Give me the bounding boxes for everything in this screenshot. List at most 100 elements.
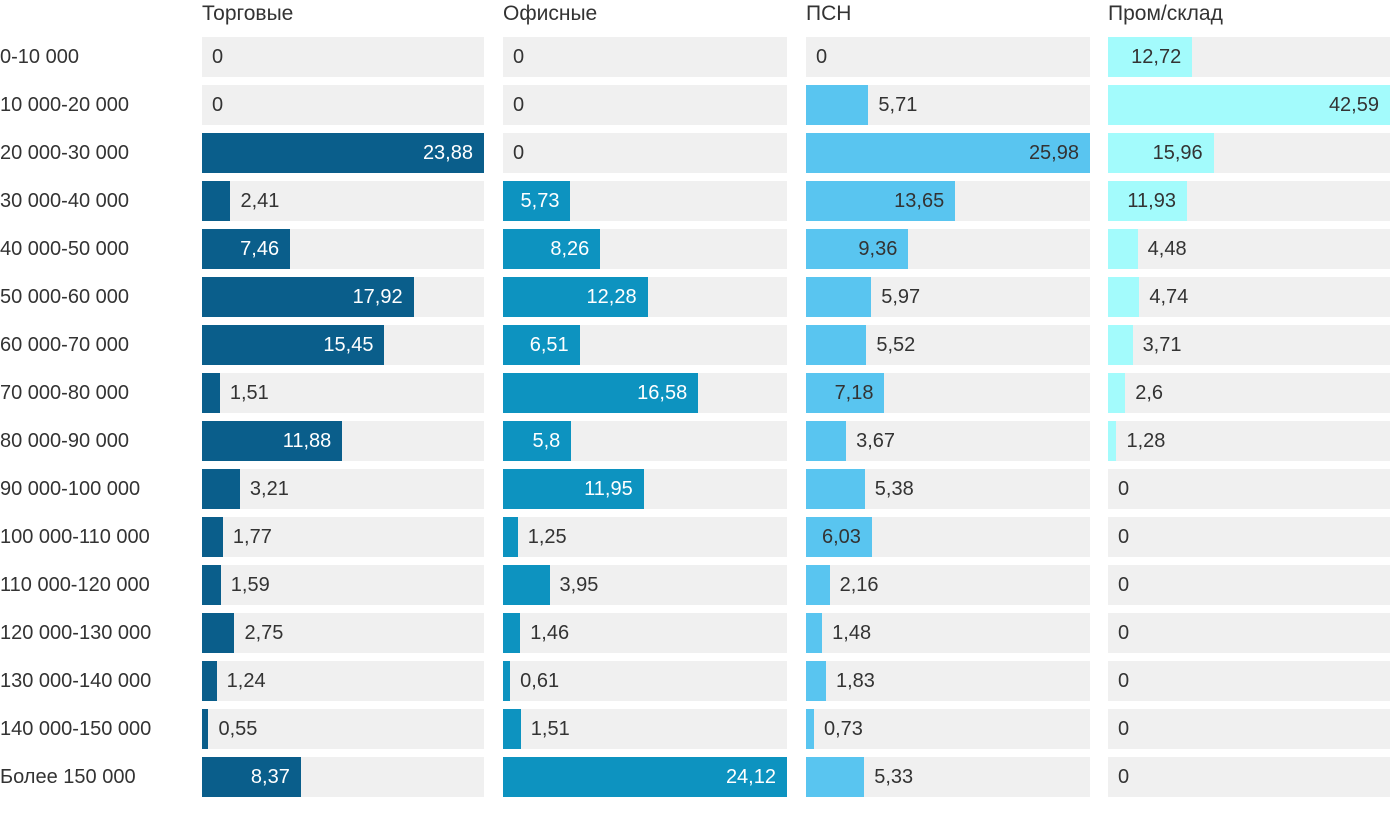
bar[interactable] (806, 517, 872, 557)
bar[interactable] (202, 709, 209, 749)
bar[interactable] (202, 613, 235, 653)
bar-value-label: 4,48 (1147, 238, 1187, 260)
bar-value-label: 24,12 (725, 766, 776, 788)
bar[interactable] (202, 133, 484, 173)
bar[interactable] (806, 661, 826, 701)
chart-row: 100 000-110 000 1,77 1,25 6,03 0 (0, 517, 1400, 557)
chart-row: 70 000-80 000 1,51 16,58 7,18 2,6 (0, 373, 1400, 413)
bar-track: 12,72 (1108, 37, 1390, 77)
column-header-2: Офисные (503, 2, 598, 25)
bar-value-label: 0 (1118, 574, 1130, 596)
bar-value-label: 5,38 (874, 478, 914, 500)
bar-track: 7,18 (806, 373, 1090, 413)
bar-value-label: 2,41 (240, 190, 280, 212)
bar[interactable] (503, 181, 571, 221)
bar-value-label: 8,37 (250, 766, 290, 788)
bar[interactable] (503, 757, 787, 797)
bar-track: 0 (1108, 517, 1390, 557)
bar-value-label: 5,71 (878, 94, 918, 116)
bar[interactable] (806, 181, 956, 221)
bar-track: 1,51 (503, 709, 787, 749)
bar-value-label: 15,96 (1152, 142, 1203, 164)
bar-value-label: 12,28 (586, 286, 637, 308)
bar[interactable] (503, 565, 550, 605)
bar-track: 0 (1108, 565, 1390, 605)
bar[interactable] (1108, 37, 1193, 77)
bar[interactable] (1108, 181, 1187, 221)
bar-track: 1,24 (202, 661, 484, 701)
bar[interactable] (806, 757, 865, 797)
bar[interactable] (202, 469, 240, 509)
column-header-4: Пром/склад (1108, 2, 1223, 25)
bar-track: 3,95 (503, 565, 787, 605)
bar[interactable] (806, 85, 869, 125)
bar[interactable] (503, 277, 648, 317)
bar-track: 11,95 (503, 469, 787, 509)
bar[interactable] (806, 613, 823, 653)
bar[interactable] (503, 661, 511, 701)
bar[interactable] (1108, 421, 1117, 461)
bar[interactable] (503, 517, 518, 557)
row-label: 80 000-90 000 (0, 430, 130, 452)
bar-value-label: 3,71 (1142, 334, 1182, 356)
bar[interactable] (806, 709, 814, 749)
bar[interactable] (503, 373, 699, 413)
bar[interactable] (202, 277, 414, 317)
bar[interactable] (806, 373, 885, 413)
bar[interactable] (1108, 325, 1133, 365)
row-label: 0-10 000 (0, 46, 79, 68)
bar[interactable] (806, 325, 867, 365)
bar-track: 1,83 (806, 661, 1090, 701)
bar[interactable] (503, 229, 601, 269)
bar[interactable] (1108, 229, 1138, 269)
bar[interactable] (806, 229, 909, 269)
row-label: 100 000-110 000 (0, 526, 150, 548)
bar-track: 15,96 (1108, 133, 1390, 173)
bar-track: 4,48 (1108, 229, 1390, 269)
bar[interactable] (503, 709, 521, 749)
bar[interactable] (202, 229, 291, 269)
bar[interactable] (202, 181, 231, 221)
bar[interactable] (202, 421, 343, 461)
bar[interactable] (1108, 277, 1140, 317)
bar[interactable] (806, 469, 865, 509)
row-label: 110 000-120 000 (0, 574, 150, 596)
bar[interactable] (202, 565, 221, 605)
bar[interactable] (806, 133, 1090, 173)
bar[interactable] (1108, 85, 1390, 125)
bar[interactable] (1108, 133, 1214, 173)
row-label: 90 000-100 000 (0, 478, 141, 500)
bar[interactable] (806, 565, 830, 605)
bar-value-label: 0 (212, 94, 224, 116)
bar-track: 42,59 (1108, 85, 1390, 125)
bar[interactable] (503, 613, 521, 653)
bar-value-label: 23,88 (422, 142, 473, 164)
bar[interactable] (503, 421, 572, 461)
bar-track: 8,37 (202, 757, 484, 797)
bar-value-label: 0 (1118, 766, 1130, 788)
bar-value-label: 5,97 (881, 286, 921, 308)
chart-row: 50 000-60 000 17,92 12,28 5,97 4,74 (0, 277, 1400, 317)
bar[interactable] (1108, 373, 1126, 413)
bar[interactable] (806, 277, 872, 317)
bar-track: 0 (806, 37, 1090, 77)
chart-row: 120 000-130 000 2,75 1,46 1,48 0 (0, 613, 1400, 653)
bar[interactable] (202, 661, 217, 701)
bar-track: 12,28 (503, 277, 787, 317)
bar[interactable] (202, 325, 385, 365)
bar-track: 9,36 (806, 229, 1090, 269)
bar[interactable] (202, 373, 220, 413)
bar-track: 1,46 (503, 613, 787, 653)
bar-value-label: 25,98 (1028, 142, 1079, 164)
bar[interactable] (503, 325, 580, 365)
bar-value-label: 0 (513, 46, 525, 68)
bar[interactable] (806, 421, 847, 461)
bar[interactable] (202, 517, 223, 557)
chart-row: 10 000-20 000 0 0 5,71 42,59 (0, 85, 1400, 125)
bar[interactable] (202, 757, 301, 797)
bar-track: 5,38 (806, 469, 1090, 509)
column-header-1: Торговые (202, 2, 294, 25)
bar[interactable] (503, 469, 644, 509)
bar-track: 7,46 (202, 229, 484, 269)
